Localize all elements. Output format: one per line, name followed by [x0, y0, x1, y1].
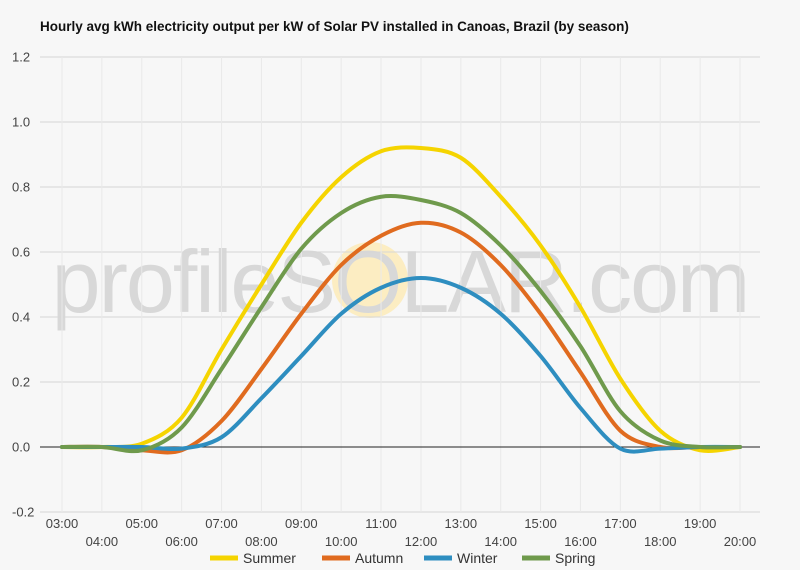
chart-title: Hourly avg kWh electricity output per kW… [40, 19, 629, 34]
legend-item-spring[interactable]: Spring [522, 550, 595, 566]
y-tick-label: 0.0 [12, 440, 30, 455]
legend-label: Spring [555, 550, 595, 566]
x-tick-label: 06:00 [165, 534, 198, 549]
x-tick-label: 07:00 [205, 516, 238, 531]
series-line-spring [60, 194, 742, 454]
y-tick-label: 0.2 [12, 375, 30, 390]
y-tick-label: 0.8 [12, 180, 30, 195]
y-tick-label: 1.2 [12, 50, 30, 65]
legend-item-summer[interactable]: Summer [210, 550, 296, 566]
x-tick-label: 16:00 [564, 534, 597, 549]
x-tick-label: 04:00 [86, 534, 119, 549]
grid [40, 56, 760, 513]
legend: Summer Autumn Winter Spring [210, 550, 595, 566]
x-tick-label: 13:00 [445, 516, 478, 531]
series-line-summer [60, 145, 742, 453]
y-tick-label: 1.0 [12, 115, 30, 130]
legend-item-winter[interactable]: Winter [424, 550, 498, 566]
legend-item-autumn[interactable]: Autumn [322, 550, 403, 566]
series-lines [60, 145, 742, 455]
legend-label: Winter [457, 550, 498, 566]
x-tick-label: 11:00 [365, 516, 397, 531]
y-tick-label: -0.2 [12, 505, 34, 520]
x-tick-label: 20:00 [724, 534, 757, 549]
watermark-sun [332, 242, 408, 318]
legend-label: Summer [243, 550, 296, 566]
series-line-winter [60, 276, 742, 454]
x-tick-label: 14:00 [484, 534, 517, 549]
x-tick-label: 08:00 [245, 534, 278, 549]
x-tick-label: 19:00 [684, 516, 717, 531]
x-tick-label: 17:00 [604, 516, 637, 531]
x-tick-label: 12:00 [405, 534, 438, 549]
x-tick-label: 09:00 [285, 516, 318, 531]
y-tick-label: 0.6 [12, 245, 30, 260]
x-tick-label: 18:00 [644, 534, 677, 549]
x-tick-label: 05:00 [125, 516, 158, 531]
x-tick-label: 15:00 [524, 516, 557, 531]
x-tick-label: 10:00 [325, 534, 358, 549]
legend-label: Autumn [355, 550, 403, 566]
x-tick-label: 03:00 [46, 516, 79, 531]
y-tick-label: 0.4 [12, 310, 30, 325]
